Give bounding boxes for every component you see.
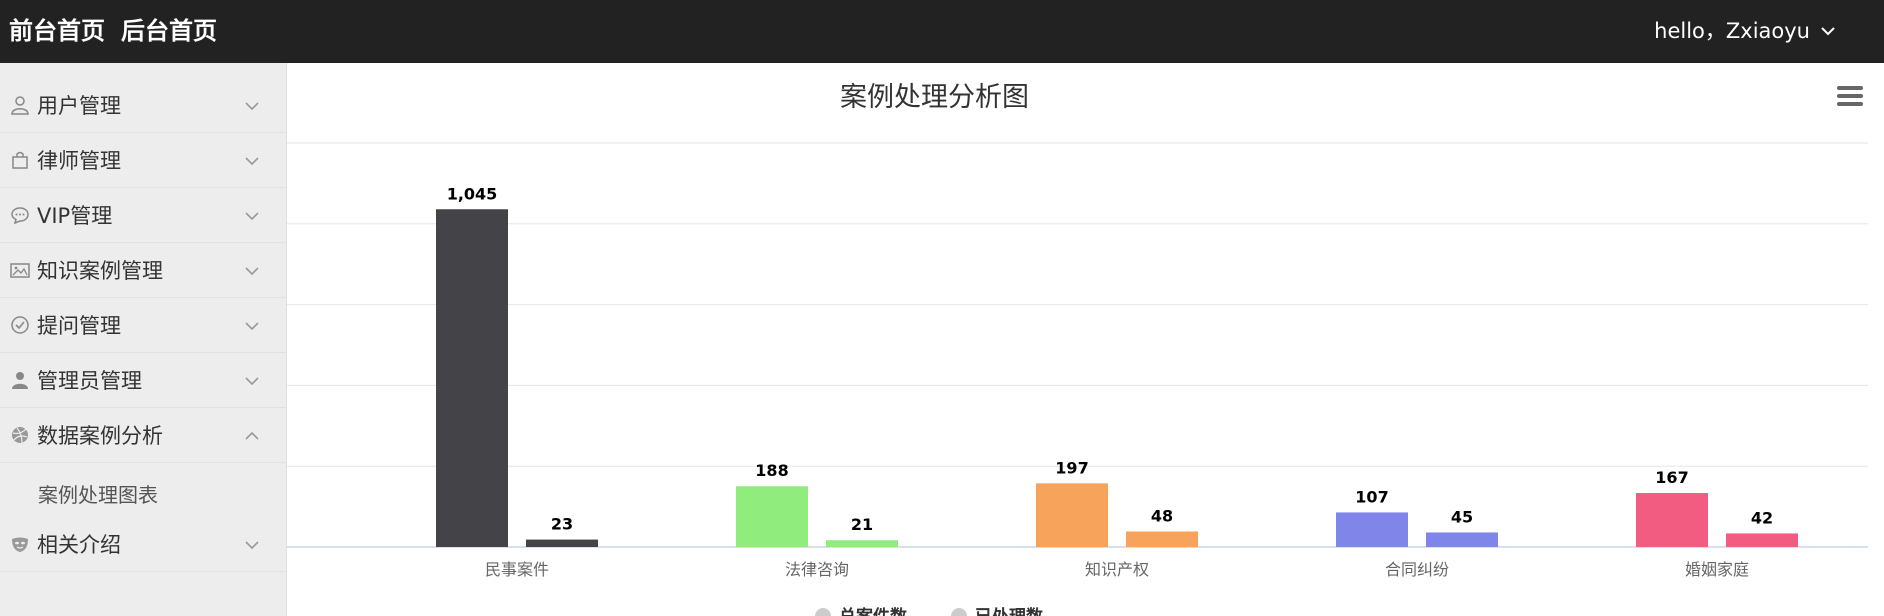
- chevron-down-icon: [245, 377, 259, 386]
- top-navbar: 前台首页 后台首页 hello，Zxiaoyu: [0, 0, 1884, 63]
- bag-icon: [9, 149, 31, 171]
- hamburger-menu-icon[interactable]: [1836, 83, 1864, 109]
- x-tick-label: 婚姻家庭: [1685, 560, 1749, 579]
- chat-bubble-icon: [9, 204, 31, 226]
- x-tick-label: 法律咨询: [785, 560, 849, 579]
- data-label: 107: [1355, 487, 1388, 506]
- person-icon: [9, 369, 31, 391]
- bar: [436, 209, 508, 548]
- chevron-down-icon: [245, 322, 259, 331]
- sidebar-item-label: 知识案例管理: [37, 259, 163, 283]
- user-greeting: hello，Zxiaoyu: [1654, 19, 1810, 43]
- data-label: 188: [755, 461, 788, 480]
- data-label: 42: [1751, 508, 1773, 527]
- data-label: 1,045: [447, 184, 498, 203]
- dribbble-icon: [9, 424, 31, 446]
- chevron-up-icon: [245, 431, 259, 440]
- data-label: 23: [551, 515, 573, 534]
- user-outline-icon: [9, 94, 31, 116]
- legend-marker: [815, 608, 831, 616]
- sidebar-item-lawyer-management[interactable]: 律师管理: [0, 133, 286, 188]
- bar: [1036, 483, 1108, 547]
- data-label: 21: [851, 515, 873, 534]
- x-tick-label: 民事案件: [485, 560, 549, 579]
- data-label: 167: [1655, 468, 1688, 487]
- bar: [1726, 533, 1798, 547]
- x-tick-label: 知识产权: [1085, 560, 1149, 579]
- sidebar-item-label: 提问管理: [37, 314, 121, 338]
- data-label: 197: [1055, 458, 1088, 477]
- bar-chart: 1,045 23 民事案件 188 21 法律咨询 197 48 知识产权 107 45 合同纠纷 16…: [287, 142, 1868, 616]
- bar: [1426, 532, 1498, 547]
- image-icon: [9, 259, 31, 281]
- sidebar-item-vip-management[interactable]: VIP管理: [0, 188, 286, 243]
- x-tick-label: 合同纠纷: [1385, 560, 1449, 579]
- chevron-down-icon: [245, 102, 259, 111]
- bar: [526, 539, 598, 547]
- sidebar-item-label: 管理员管理: [37, 369, 142, 393]
- bar: [736, 486, 808, 547]
- chevron-down-icon: [245, 157, 259, 166]
- chevron-down-icon: [1821, 27, 1835, 36]
- bar: [1636, 493, 1708, 547]
- chevron-down-icon: [245, 212, 259, 221]
- sidebar: 用户管理 律师管理 VIP管理 知识案例管理 提问管理 管理员管理 数据案例分析…: [0, 63, 287, 616]
- data-label: 45: [1451, 507, 1473, 526]
- sidebar-item-data-case-analysis[interactable]: 数据案例分析: [0, 408, 286, 463]
- sidebar-item-label: VIP管理: [37, 204, 113, 228]
- bar: [826, 540, 898, 547]
- sidebar-item-user-management[interactable]: 用户管理: [0, 78, 286, 133]
- sidebar-item-knowledge-case-management[interactable]: 知识案例管理: [0, 243, 286, 298]
- sidebar-item-question-management[interactable]: 提问管理: [0, 298, 286, 353]
- bar: [1336, 512, 1408, 547]
- sidebar-item-label: 相关介绍: [37, 533, 121, 557]
- sidebar-subitem-case-chart[interactable]: 案例处理图表: [0, 468, 286, 518]
- user-menu[interactable]: hello，Zxiaoyu: [1654, 14, 1836, 48]
- chevron-down-icon: [245, 541, 259, 550]
- data-label: 48: [1151, 506, 1173, 525]
- legend-item: 总案件数: [839, 606, 908, 616]
- sidebar-item-admin-management[interactable]: 管理员管理: [0, 353, 286, 408]
- sidebar-item-label: 数据案例分析: [37, 424, 163, 448]
- legend-item: 已处理数: [975, 606, 1044, 616]
- back-home-link[interactable]: 后台首页: [121, 17, 217, 45]
- mask-icon: [9, 533, 31, 555]
- bar: [1126, 531, 1198, 547]
- chart-title: 案例处理分析图: [840, 82, 1029, 113]
- front-home-link[interactable]: 前台首页: [9, 17, 105, 45]
- main-content: 案例处理分析图 1,045 23 民事案件 188 21 法律咨询 197 48 知识产权 107…: [287, 63, 1884, 616]
- legend-marker: [951, 608, 967, 616]
- check-circle-icon: [9, 314, 31, 336]
- sidebar-subitem-label: 案例处理图表: [38, 482, 158, 507]
- sidebar-item-label: 律师管理: [37, 149, 121, 173]
- sidebar-item-label: 用户管理: [37, 94, 121, 118]
- sidebar-item-about[interactable]: 相关介绍: [0, 517, 286, 572]
- chevron-down-icon: [245, 267, 259, 276]
